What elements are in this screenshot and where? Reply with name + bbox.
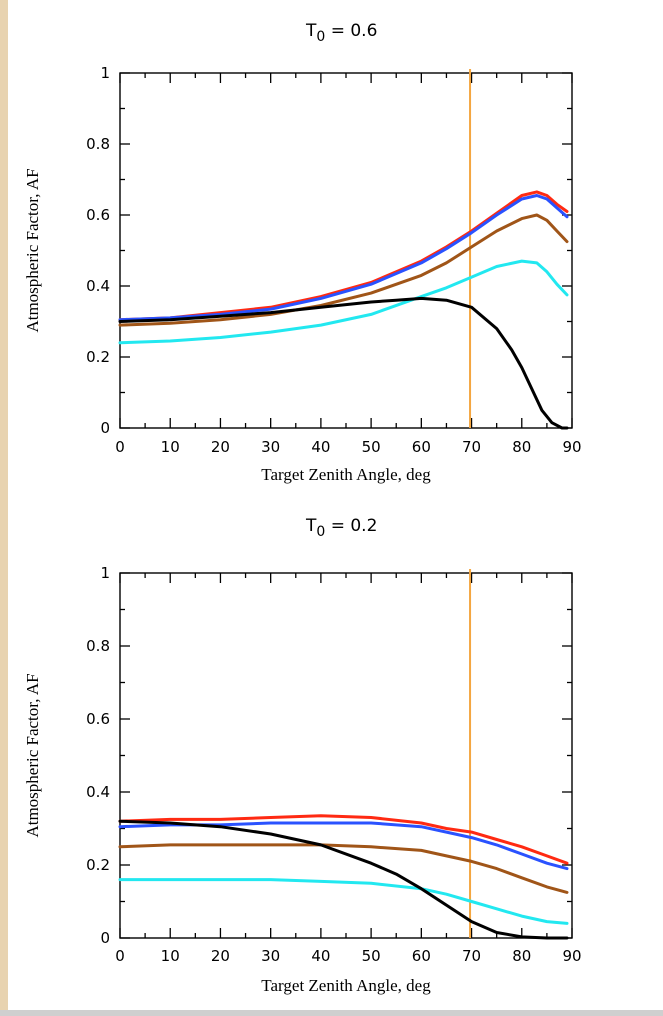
y-tick-label: 0.6	[86, 710, 110, 728]
y-tick-label: 0.4	[86, 277, 110, 295]
y-tick-label: 0	[100, 929, 110, 947]
series-line-3	[118, 213, 569, 327]
x-tick-label: 60	[412, 438, 431, 456]
x-tick-label: 0	[115, 438, 125, 456]
x-tick-label: 30	[261, 947, 280, 965]
y-tick-label: 1	[100, 64, 110, 82]
x-tick-label: 10	[161, 947, 180, 965]
y-tick-label: 0.4	[86, 783, 110, 801]
x-tick-label: 0	[115, 947, 125, 965]
x-tick-label: 20	[211, 438, 230, 456]
series-line-5	[118, 819, 569, 940]
figure-bottom-border	[0, 1010, 663, 1016]
chart-title: T0 = 0.6	[305, 21, 377, 45]
series-line-2	[118, 821, 569, 871]
y-tick-label: 0.2	[86, 348, 110, 366]
chart-panel-1: T0 = 0.6 0 10 20 30 40 50 60 70 80 90 0 0.2 0.4 0.6 0.8…	[23, 21, 582, 484]
chart-title: T0 = 0.2	[305, 516, 377, 540]
x-tick-label: 60	[412, 947, 431, 965]
plot-frame	[119, 72, 573, 429]
y-tick-label: 0.8	[86, 637, 110, 655]
x-tick-label: 70	[462, 947, 481, 965]
series-line-5	[118, 296, 569, 430]
x-axis-label: Target Zenith Angle, deg	[261, 465, 431, 484]
x-tick-label: 90	[562, 947, 581, 965]
x-tick-label: 20	[211, 947, 230, 965]
y-tick-label: 0.8	[86, 135, 110, 153]
x-tick-label: 40	[311, 947, 330, 965]
y-tick-label: 1	[100, 564, 110, 582]
y-axis-label: Atmospheric Factor, AF	[23, 168, 42, 332]
series-line-4	[118, 878, 569, 925]
series-line-4	[118, 259, 569, 345]
x-tick-label: 70	[462, 438, 481, 456]
series-line-1	[118, 190, 569, 322]
series-line-3	[118, 843, 569, 894]
x-tick-label: 80	[512, 947, 531, 965]
y-axis-label: Atmospheric Factor, AF	[23, 673, 42, 837]
x-tick-label: 50	[362, 438, 381, 456]
y-tick-label: 0	[100, 419, 110, 437]
x-tick-label: 50	[362, 947, 381, 965]
x-tick-label: 40	[311, 438, 330, 456]
series-line-2	[118, 194, 569, 322]
y-tick-label: 0.6	[86, 206, 110, 224]
x-tick-label: 30	[261, 438, 280, 456]
x-tick-label: 10	[161, 438, 180, 456]
x-tick-label: 90	[562, 438, 581, 456]
y-tick-label: 0.2	[86, 856, 110, 874]
series-line-1	[118, 814, 569, 865]
x-tick-label: 80	[512, 438, 531, 456]
chart-panel-2: T0 = 0.2 0 10 20 30 40 50 60 70 80 90 0 0.2 0.4 0.6 0.8…	[23, 516, 582, 995]
x-axis-label: Target Zenith Angle, deg	[261, 976, 431, 995]
